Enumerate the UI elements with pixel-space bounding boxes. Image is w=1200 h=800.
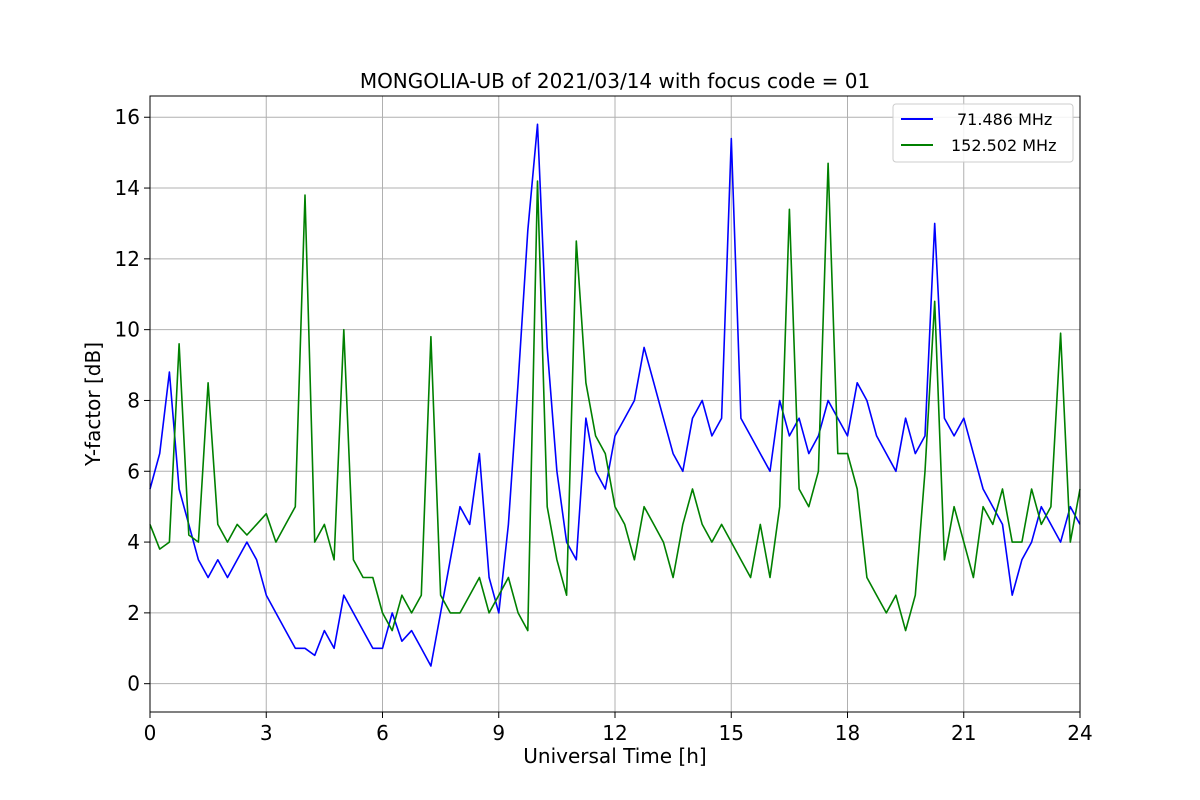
- x-tick-label: 6: [376, 721, 389, 745]
- y-tick-label: 0: [127, 672, 140, 696]
- x-tick-label: 15: [719, 721, 744, 745]
- x-tick-label: 21: [951, 721, 976, 745]
- y-tick-label: 8: [127, 388, 140, 412]
- x-tick-label: 0: [144, 721, 157, 745]
- x-tick-label: 9: [492, 721, 505, 745]
- y-tick-label: 4: [127, 530, 140, 554]
- legend: 71.486 MHz 152.502 MHz: [892, 103, 1074, 163]
- chart-title: MONGOLIA-UB of 2021/03/14 with focus cod…: [360, 69, 870, 93]
- legend-label-152mhz: 152.502 MHz: [951, 136, 1056, 155]
- y-tick-label: 12: [115, 247, 140, 271]
- y-tick-label: 14: [115, 176, 140, 200]
- y-axis-label: Y-factor [dB]: [81, 342, 105, 467]
- series-line-0: [149, 123, 1081, 667]
- legend-label-71mhz: 71.486 MHz: [957, 110, 1052, 129]
- y-tick-label: 6: [127, 459, 140, 483]
- y-tick-label: 16: [115, 105, 140, 129]
- x-tick-label: 3: [260, 721, 273, 745]
- legend-box: [892, 103, 1074, 163]
- y-tick-label: 2: [127, 601, 140, 625]
- x-tick-label: 18: [835, 721, 860, 745]
- x-axis-label: Universal Time [h]: [523, 744, 706, 768]
- x-tick-label: 24: [1067, 721, 1092, 745]
- series-line-1: [149, 162, 1081, 632]
- series-layer: [149, 123, 1081, 667]
- y-tick-label: 10: [115, 318, 140, 342]
- x-tick-label: 12: [602, 721, 627, 745]
